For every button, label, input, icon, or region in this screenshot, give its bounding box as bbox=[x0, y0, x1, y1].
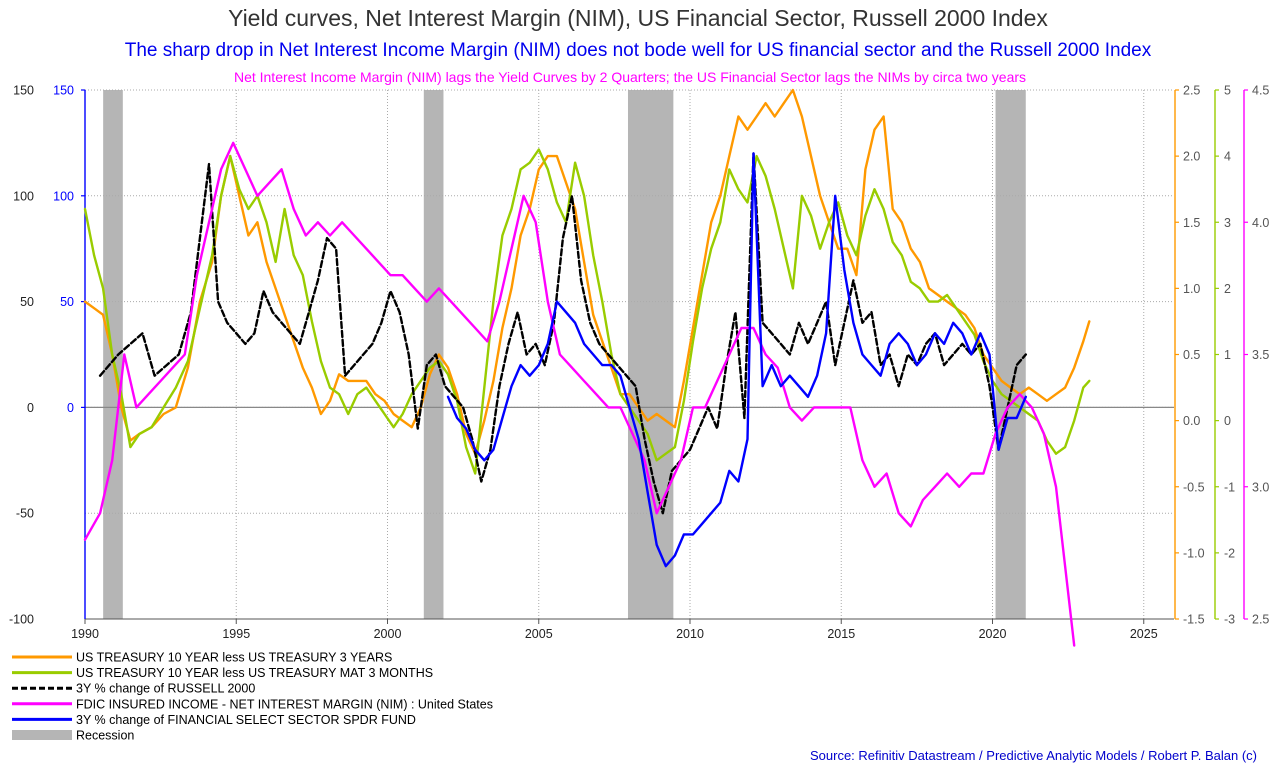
tick-label-right_orange-0.5: 0.5 bbox=[1183, 348, 1200, 362]
tick-label-right_green-2: 2 bbox=[1224, 282, 1231, 296]
tick-label-left_black--100: -100 bbox=[9, 613, 34, 627]
tick-label-right_magenta-3.5: 3.5 bbox=[1252, 348, 1269, 362]
series-lines bbox=[83, 88, 1091, 647]
source-note: Source: Refinitiv Datastream / Predictiv… bbox=[810, 748, 1257, 763]
legend-label-0: US TREASURY 10 YEAR less US TREASURY 3 Y… bbox=[76, 651, 392, 665]
tick-label-right_orange-2: 2.0 bbox=[1183, 150, 1200, 164]
x-tick-label-1995: 1995 bbox=[222, 627, 250, 641]
tick-label-right_orange-1.5: 1.5 bbox=[1183, 216, 1200, 230]
tick-label-right_green-4: 4 bbox=[1224, 150, 1231, 164]
tick-label-left_blue-100: 100 bbox=[53, 189, 74, 203]
tick-label-right_orange-2.5: 2.5 bbox=[1183, 84, 1200, 98]
tick-label-right_green-1: 1 bbox=[1224, 348, 1231, 362]
tick-label-right_orange--0.5: -0.5 bbox=[1183, 480, 1205, 494]
tick-label-left_black-100: 100 bbox=[13, 189, 34, 203]
legend-label-3: FDIC INSURED INCOME - NET INTEREST MARGI… bbox=[76, 697, 493, 711]
x-tick-label-2025: 2025 bbox=[1130, 627, 1158, 641]
series-line-orange bbox=[83, 88, 1091, 455]
chart-title: Yield curves, Net Interest Margin (NIM),… bbox=[228, 5, 1048, 31]
tick-label-right_green--1: -1 bbox=[1224, 480, 1235, 494]
series-line-green bbox=[83, 148, 1091, 475]
chart-subtitle: The sharp drop in Net Interest Income Ma… bbox=[125, 40, 1152, 61]
tick-label-left_black-0: 0 bbox=[27, 401, 34, 415]
x-tick-label-2005: 2005 bbox=[525, 627, 553, 641]
tick-label-right_magenta-4: 4.0 bbox=[1252, 216, 1269, 230]
x-tick-label-2010: 2010 bbox=[676, 627, 704, 641]
recession-band-1 bbox=[423, 90, 444, 619]
x-tick-label-2015: 2015 bbox=[827, 627, 855, 641]
tick-label-right_magenta-3: 3.0 bbox=[1252, 480, 1269, 494]
tick-label-left_blue-150: 150 bbox=[53, 84, 74, 98]
x-tick-label-1990: 1990 bbox=[71, 627, 99, 641]
legend: US TREASURY 10 YEAR less US TREASURY 3 Y… bbox=[12, 651, 493, 743]
legend-label-5: Recession bbox=[76, 729, 134, 743]
tick-label-right_magenta-4.5: 4.5 bbox=[1252, 84, 1269, 98]
series-line-black bbox=[98, 152, 1027, 515]
tick-label-right_orange-1: 1.0 bbox=[1183, 282, 1200, 296]
recession-band-3 bbox=[995, 90, 1026, 619]
x-tick-label-2020: 2020 bbox=[979, 627, 1007, 641]
tick-label-right_orange--1: -1.0 bbox=[1183, 546, 1205, 560]
tick-label-left_black-50: 50 bbox=[20, 295, 34, 309]
tick-label-right_green-3: 3 bbox=[1224, 216, 1231, 230]
axes: 1990 1995 2000 2005 2010 2015 2020 2025-100-500… bbox=[9, 84, 1269, 642]
tick-label-right_green-0: 0 bbox=[1224, 414, 1231, 428]
tick-label-right_green--3: -3 bbox=[1224, 613, 1235, 627]
series-line-blue bbox=[446, 152, 1027, 568]
legend-label-1: US TREASURY 10 YEAR less US TREASURY MAT… bbox=[76, 666, 433, 680]
tick-label-right_green--2: -2 bbox=[1224, 546, 1235, 560]
tick-label-right_green-5: 5 bbox=[1224, 84, 1231, 98]
tick-label-right_orange--1.5: -1.5 bbox=[1183, 613, 1205, 627]
recession-bands bbox=[103, 90, 1026, 619]
legend-swatch-5 bbox=[12, 730, 72, 740]
tick-label-left_blue-50: 50 bbox=[60, 295, 74, 309]
tick-label-right_orange-0: 0.0 bbox=[1183, 414, 1200, 428]
x-tick-label-2000: 2000 bbox=[374, 627, 402, 641]
legend-label-4: 3Y % change of FINANCIAL SELECT SECTOR S… bbox=[76, 713, 416, 727]
tick-label-left_blue-0: 0 bbox=[67, 401, 74, 415]
tick-label-left_black--50: -50 bbox=[16, 507, 34, 521]
recession-band-2 bbox=[627, 90, 674, 619]
tick-label-left_black-150: 150 bbox=[13, 84, 34, 98]
legend-label-2: 3Y % change of RUSSELL 2000 bbox=[76, 682, 255, 696]
tick-label-right_magenta-2.5: 2.5 bbox=[1252, 613, 1269, 627]
series-line-magenta bbox=[83, 141, 1076, 647]
chart-subtitle-secondary: Net Interest Income Margin (NIM) lags th… bbox=[234, 69, 1026, 85]
